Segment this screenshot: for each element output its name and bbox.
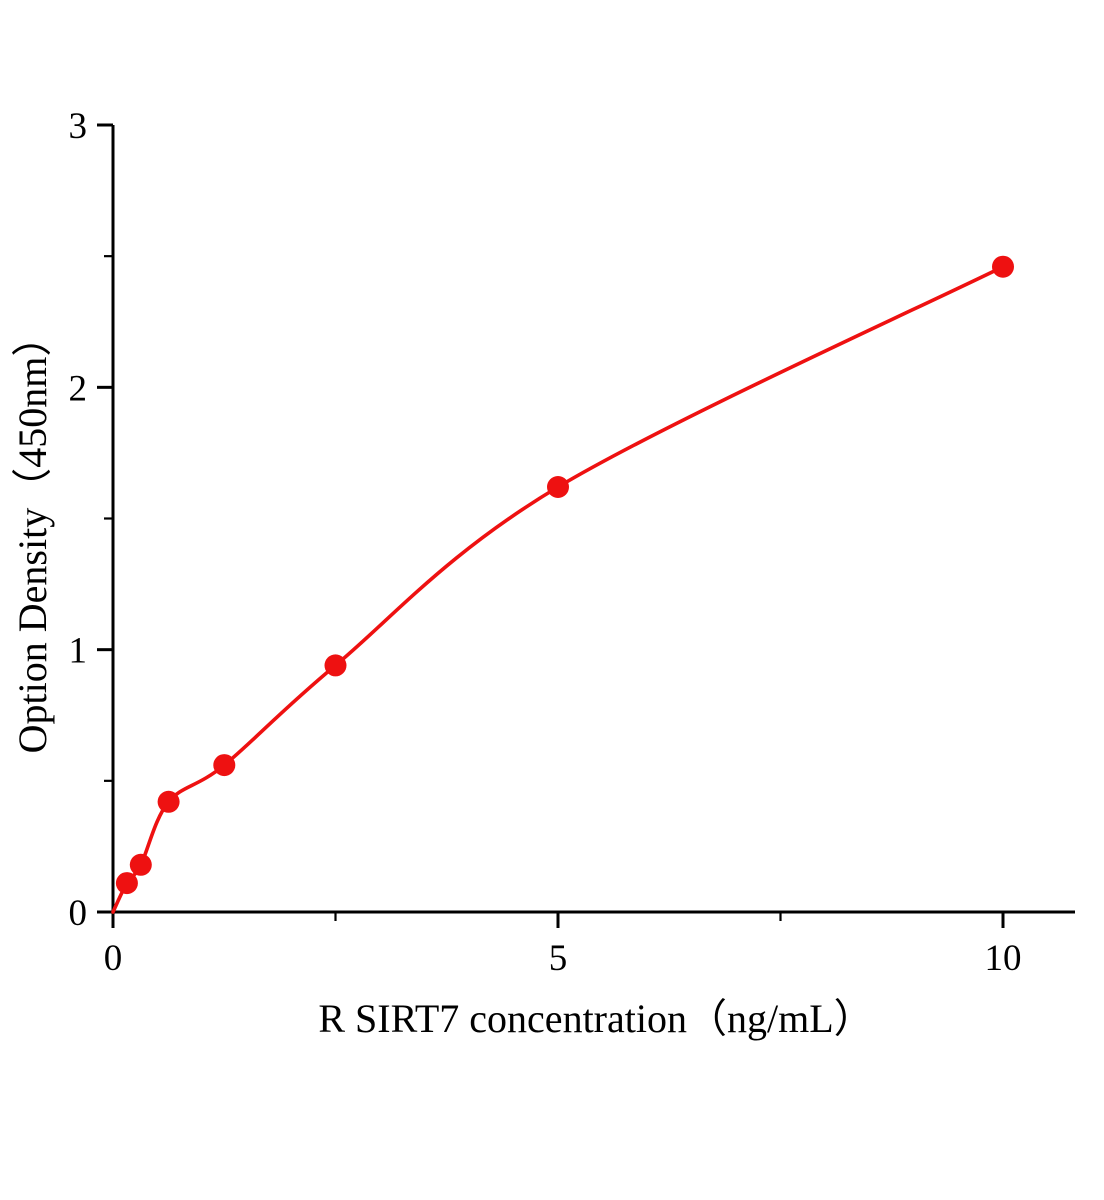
x-tick-label: 0: [104, 938, 123, 979]
data-point: [115, 872, 138, 895]
y-tick-label: 2: [69, 368, 88, 409]
data-point: [992, 255, 1014, 278]
data-point: [324, 654, 347, 677]
y-tick-label: 3: [69, 106, 88, 147]
y-axis-label: Option Density（450nm）: [10, 317, 55, 754]
x-tick-label: 5: [549, 938, 568, 979]
data-point: [547, 476, 569, 498]
fitted-curve: [111, 264, 1005, 914]
y-tick-label: 0: [69, 893, 88, 934]
y-tick-label: 1: [69, 631, 88, 672]
data-point: [213, 754, 236, 777]
data-point: [157, 790, 180, 813]
x-tick-label: 10: [985, 938, 1022, 979]
data-point: [129, 853, 152, 876]
x-axis-label: R SIRT7 concentration（ng/mL）: [318, 996, 873, 1041]
chart-plot-area: 0 5 10 0 1 2 3: [69, 106, 1075, 979]
